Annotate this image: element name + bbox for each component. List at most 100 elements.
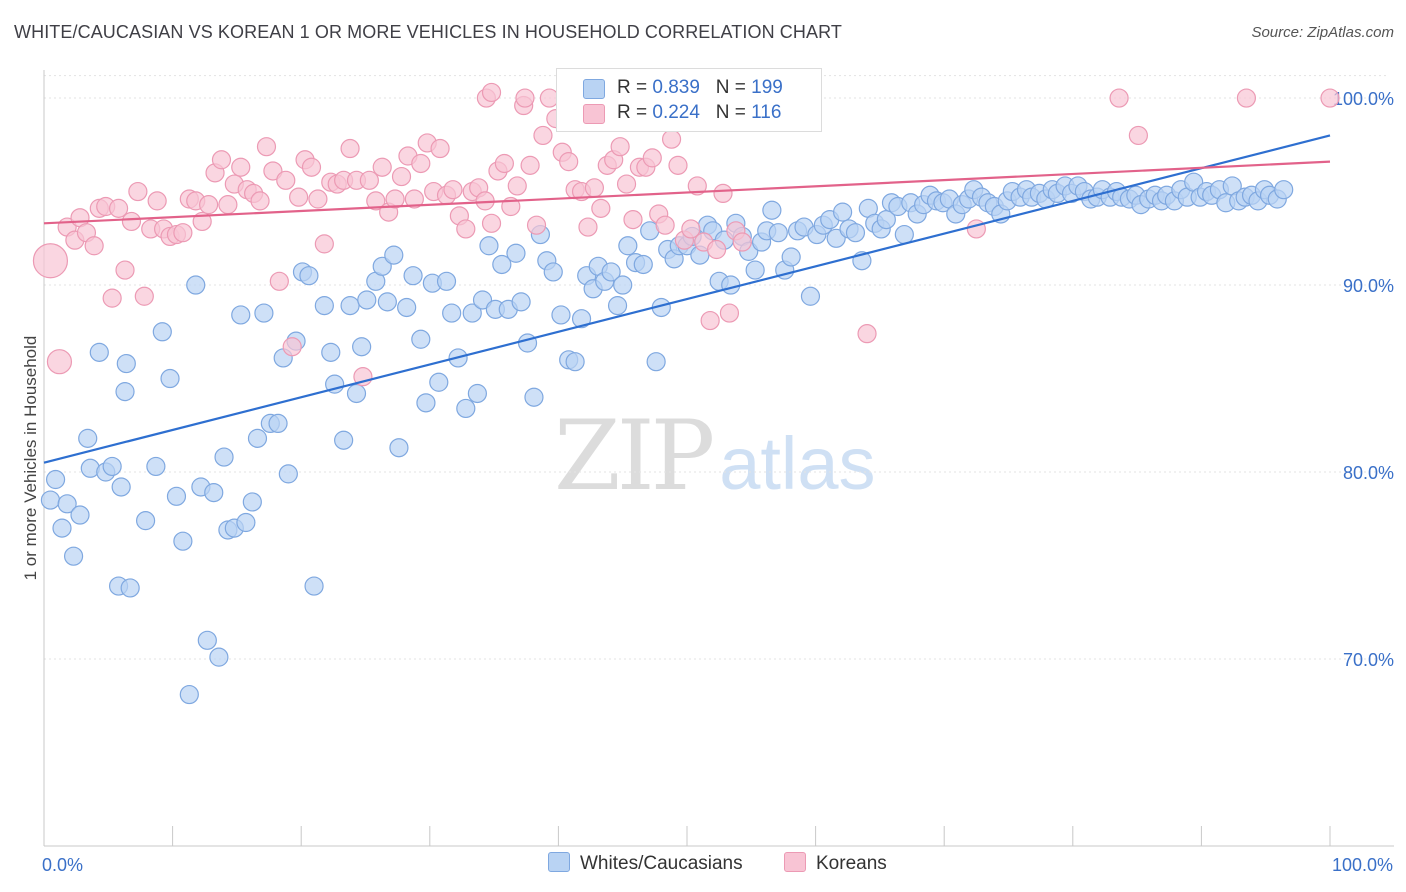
korean-point: [966, 219, 986, 239]
korean-point: [616, 174, 637, 194]
korean-point: [661, 129, 682, 149]
white-point: [89, 342, 109, 362]
y-tick-label: 70.0%: [1343, 650, 1394, 670]
x-tick-label: 100.0%: [1332, 855, 1393, 875]
white-point: [160, 368, 180, 389]
white-point: [179, 684, 199, 705]
white-point: [352, 337, 372, 357]
white-point: [377, 292, 397, 312]
white-point: [384, 245, 404, 265]
white-point: [721, 275, 741, 295]
white-point: [242, 492, 262, 512]
white-point: [845, 223, 866, 243]
white-point: [268, 413, 288, 434]
watermark-atlas: atlas: [719, 422, 876, 505]
korean-point: [706, 239, 727, 260]
korean-point: [719, 303, 740, 323]
white-point: [894, 224, 914, 245]
white-point: [389, 438, 409, 458]
white-point: [197, 630, 217, 650]
white-point: [618, 236, 638, 256]
white-point: [321, 342, 341, 362]
white-point: [204, 482, 224, 503]
korean-point: [308, 189, 328, 209]
y-axis-label: 1 or more Vehicles in Household: [21, 336, 40, 581]
korean-point: [1320, 88, 1340, 108]
white-point: [278, 464, 298, 484]
korean-point: [218, 195, 238, 215]
korean-point: [250, 191, 270, 211]
white-point: [613, 275, 633, 295]
korean-point: [263, 161, 283, 181]
korean-point: [282, 337, 302, 357]
white-point: [231, 305, 251, 325]
korean-point: [655, 215, 675, 235]
white-point: [551, 305, 571, 325]
chart-title: WHITE/CAUCASIAN VS KOREAN 1 OR MORE VEHI…: [14, 22, 842, 42]
korean-point: [591, 198, 611, 218]
white-point: [517, 333, 538, 353]
korean-point: [404, 189, 424, 209]
korean-point: [173, 223, 193, 243]
korean-point: [301, 157, 322, 177]
korean-point: [857, 324, 877, 344]
white-point: [63, 546, 84, 566]
white-point: [800, 286, 821, 306]
korean-point: [533, 125, 553, 146]
korean-trend-line: [43, 160, 1331, 225]
white-point: [833, 202, 853, 222]
korean-point: [276, 170, 296, 190]
white-point: [115, 382, 135, 402]
white-point: [1274, 180, 1294, 200]
white-point: [120, 578, 140, 598]
korean-point: [481, 213, 502, 233]
korean-point: [1128, 125, 1148, 146]
korean-point: [211, 150, 232, 170]
korean-point: [102, 288, 122, 308]
korean-point: [366, 191, 386, 211]
white-point: [254, 303, 274, 323]
legend-text-whites: R = 0.839 N = 199: [617, 77, 783, 98]
white-point: [633, 254, 653, 275]
white-point: [52, 518, 72, 538]
white-point: [135, 511, 156, 531]
legend-text-koreans: R = 0.224 N = 116: [617, 102, 782, 123]
white-point: [565, 352, 585, 372]
korean-point: [134, 286, 154, 306]
korean-point: [700, 310, 720, 331]
korean-point: [526, 215, 547, 235]
white-point: [456, 398, 476, 419]
white-point: [209, 647, 229, 667]
korean-point: [121, 211, 142, 232]
white-point: [40, 490, 61, 510]
korean-point: [199, 195, 219, 215]
korean-point: [642, 148, 662, 168]
n-value-koreans: 116: [751, 102, 782, 123]
korean-point: [269, 271, 289, 291]
korean-point: [559, 152, 579, 172]
white-point: [214, 447, 234, 467]
white-trend-line: [43, 134, 1331, 464]
white-point: [762, 200, 782, 220]
white-point: [304, 576, 324, 596]
white-point: [467, 383, 487, 404]
korean-point: [430, 138, 450, 159]
korean-point: [507, 176, 527, 196]
korean-point: [456, 219, 476, 239]
korean-point: [584, 178, 605, 198]
white-point: [57, 494, 77, 514]
korean-point: [443, 180, 463, 200]
stats-legend: R = 0.839 N = 199 R = 0.224 N = 116: [556, 68, 822, 132]
korean-point: [1236, 88, 1257, 108]
x-tick-label: 0.0%: [42, 855, 83, 875]
korean-point: [359, 170, 379, 190]
white-point: [543, 262, 563, 282]
korean-point: [372, 157, 392, 177]
white-point: [826, 228, 846, 248]
white-point: [186, 275, 206, 295]
white-point: [116, 353, 136, 374]
white-point: [166, 486, 187, 506]
white-point: [403, 266, 423, 286]
white-point: [236, 512, 256, 533]
korean-point: [481, 82, 502, 103]
